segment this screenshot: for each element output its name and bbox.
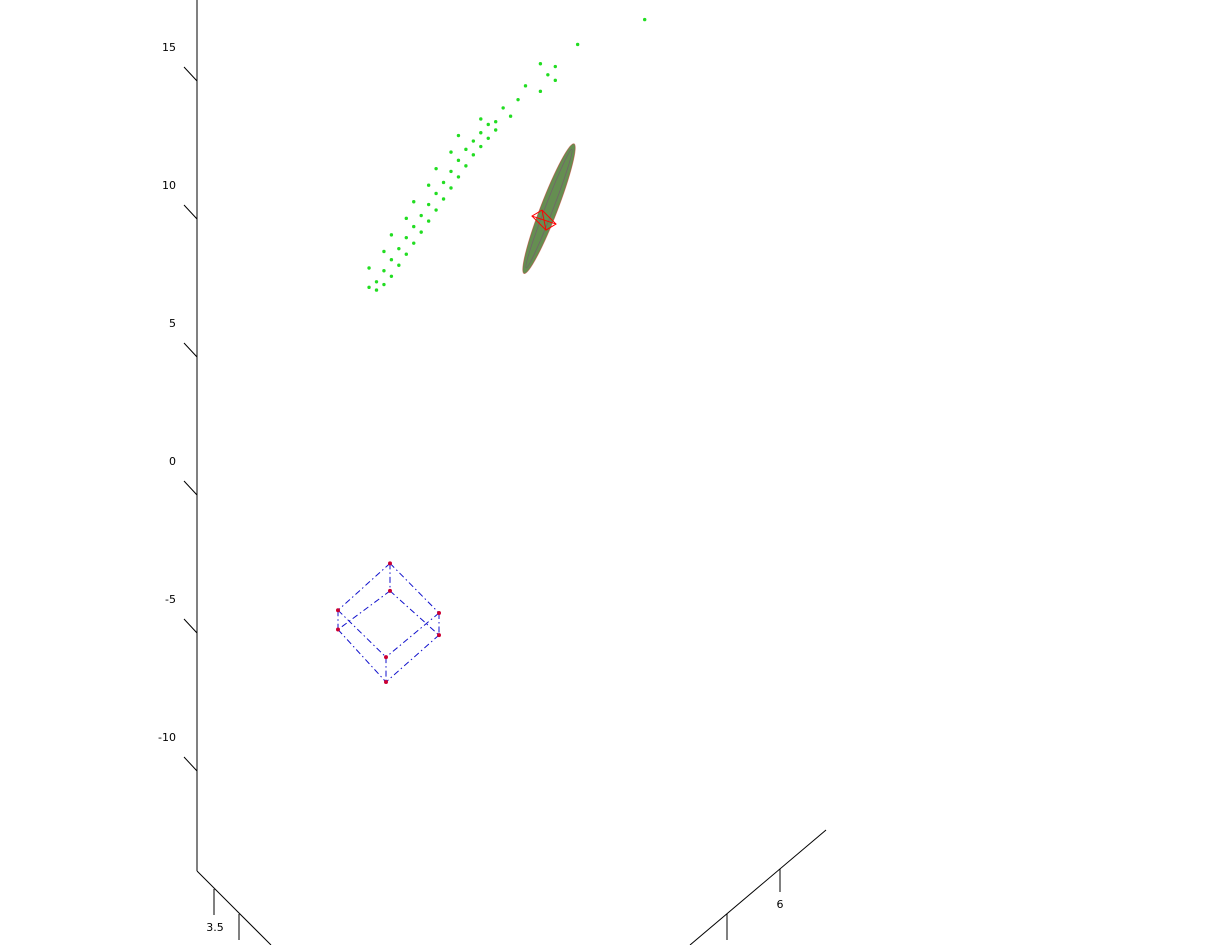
sample-point (494, 120, 498, 124)
sample-point (426, 219, 431, 223)
sample-point (374, 288, 379, 292)
sample-point (546, 73, 550, 77)
cube-edge (389, 590, 440, 636)
cube-edge (337, 609, 387, 658)
sample-point (389, 274, 394, 278)
sample-point (553, 78, 557, 83)
sample-point (538, 89, 543, 94)
cube-vertex (384, 680, 388, 684)
cube-edge (337, 629, 387, 683)
sample-point (412, 200, 416, 204)
sample-point (456, 175, 461, 179)
sample-point (434, 191, 438, 196)
z-tick-mark (183, 66, 198, 82)
sample-point (434, 166, 438, 171)
y-axis-line (689, 829, 827, 946)
sample-point (449, 150, 453, 154)
z-tick-label: 0 (169, 455, 176, 468)
cube-edge (385, 634, 440, 683)
sample-point (456, 158, 461, 163)
ellipsoid-surface (522, 143, 576, 274)
sample-point (419, 213, 423, 218)
sample-point (382, 269, 386, 273)
sample-point (404, 235, 408, 240)
sample-point (471, 139, 476, 143)
sample-point (426, 183, 431, 187)
cube-vertex (388, 588, 392, 593)
sample-point (508, 114, 513, 118)
sample-point (456, 133, 461, 138)
sample-point (471, 153, 476, 157)
mean-marker-diagonal (541, 209, 547, 231)
cube-edge (337, 590, 391, 630)
sample-point (464, 147, 468, 152)
mean-marker (531, 209, 557, 231)
cube-edge (337, 562, 391, 611)
z-tick-label: -5 (165, 593, 176, 606)
sample-point (397, 246, 401, 251)
sample-point (434, 208, 438, 212)
sample-point (643, 17, 647, 22)
z-tick-mark (183, 342, 198, 358)
sample-point (464, 164, 468, 168)
ellipsoid-mesh-line (525, 149, 573, 269)
covariance-ellipsoid (522, 143, 576, 274)
sample-point (382, 282, 386, 287)
z-tick-mark (183, 618, 198, 634)
sample-point (412, 224, 416, 229)
z-tick-label: 15 (162, 41, 176, 54)
sample-point (412, 241, 416, 245)
sample-point (486, 122, 490, 127)
cube-vertex (336, 608, 340, 613)
z-tick-mark (183, 756, 198, 772)
sample-point (374, 280, 379, 284)
wireframe-cube (336, 561, 441, 684)
sample-point (367, 285, 371, 290)
cube-vertex (437, 633, 441, 638)
sample-point (382, 249, 386, 254)
sample-point (426, 202, 431, 207)
sample-point (479, 117, 483, 121)
sample-point (404, 216, 408, 221)
sample-point (538, 62, 543, 66)
cube-edge (389, 562, 440, 614)
sample-point (397, 263, 401, 267)
cube-vertex (437, 611, 441, 615)
cube-edge (385, 612, 440, 658)
sample-point (389, 233, 394, 237)
sample-points (367, 17, 647, 292)
cube-vertex (384, 655, 388, 660)
sample-point (441, 197, 446, 201)
sample-point (449, 169, 453, 174)
z-tick-mark (183, 204, 198, 220)
cube-vertex (388, 561, 392, 566)
y-tick-label: 6 (777, 898, 784, 911)
sample-point (479, 131, 483, 135)
z-tick-label: -10 (158, 731, 176, 744)
sample-point (516, 97, 520, 102)
sample-point (494, 128, 498, 132)
sample-point (486, 136, 490, 140)
sample-point (449, 186, 453, 190)
z-tick-label: 5 (169, 317, 176, 330)
sample-point (419, 230, 423, 234)
x-axis-line (196, 870, 272, 946)
z-tick-mark (183, 480, 198, 496)
sample-point (441, 180, 446, 185)
sample-point (479, 144, 483, 149)
axes: 15 10 5 0 -5 -10 3.5 6 (158, 0, 827, 946)
x-tick-label: 3.5 (206, 921, 224, 934)
sample-point (389, 258, 394, 262)
cube-vertex (336, 627, 340, 632)
sample-point (404, 252, 408, 256)
z-tick-label: 10 (162, 179, 176, 192)
sample-point (523, 84, 528, 88)
sample-point (501, 106, 505, 110)
plot-area (336, 17, 647, 684)
sample-point (553, 64, 557, 69)
sample-point (367, 266, 371, 270)
sample-point (575, 42, 580, 47)
